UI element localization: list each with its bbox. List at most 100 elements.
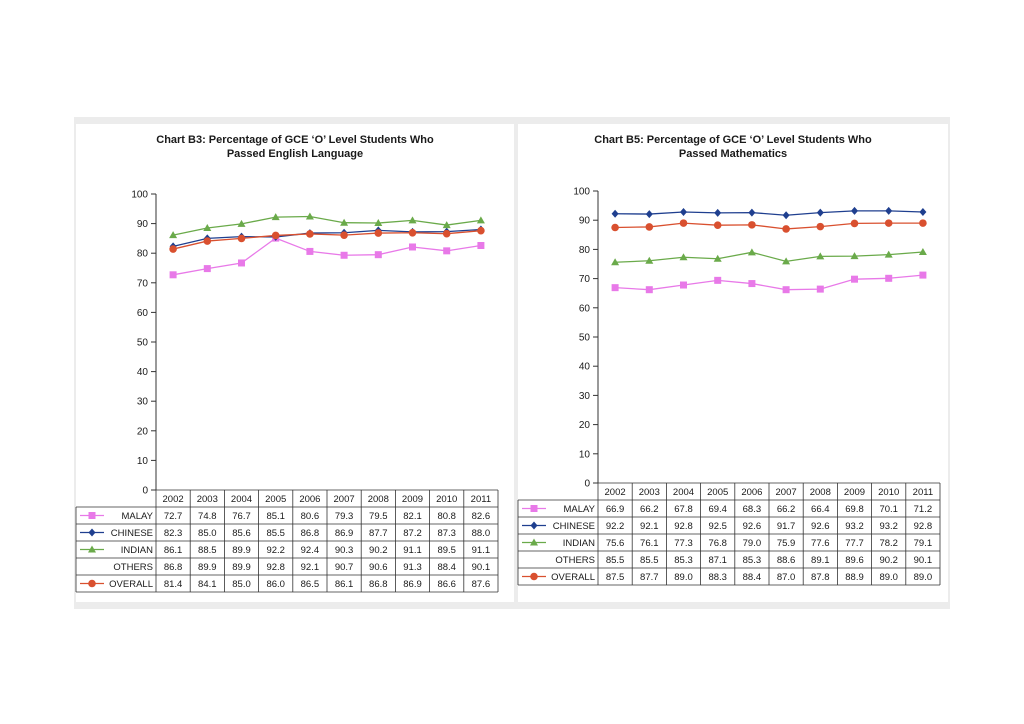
chart-0-others-value-2004: 89.9 bbox=[232, 562, 251, 573]
chart-0-legend-malay-marker bbox=[88, 512, 96, 519]
chart-0-malay-point-2006 bbox=[306, 247, 314, 255]
chart-1-overall-point-2009 bbox=[850, 219, 859, 228]
chart-b3-title-line-1: Chart B3: Percentage of GCE ‘O’ Level St… bbox=[156, 134, 434, 146]
chart-b3-card: Chart B3: Percentage of GCE ‘O’ Level St… bbox=[75, 124, 514, 602]
chart-1-overall-value-2004: 89.0 bbox=[674, 572, 693, 583]
chart-1-malay-point-2009 bbox=[851, 275, 858, 283]
chart-1-x-tick-label-2008: 2008 bbox=[810, 487, 831, 498]
chart-0-x-tick-label-2004: 2004 bbox=[231, 494, 252, 505]
chart-0-overall-value-2005: 86.0 bbox=[266, 579, 285, 590]
chart-1-legend-chinese-marker bbox=[530, 521, 538, 530]
chart-0-indian-value-2004: 89.9 bbox=[232, 545, 251, 556]
chart-1-x-tick-label-2009: 2009 bbox=[844, 487, 865, 498]
chart-0-overall-point-2011 bbox=[477, 226, 485, 235]
chart-0-overall-value-2010: 86.6 bbox=[437, 579, 456, 590]
chart-1-indian-value-2008: 77.6 bbox=[811, 538, 830, 549]
chart-0-overall-value-2003: 84.1 bbox=[198, 579, 217, 590]
chart-1-malay-value-2002: 66.9 bbox=[606, 504, 625, 515]
chart-1-indian-point-2011 bbox=[918, 248, 927, 256]
chart-0-y-tick-label-9: 90 bbox=[137, 219, 149, 230]
chart-1-overall-value-2009: 88.9 bbox=[845, 572, 864, 583]
chart-0-legend-overall-label: OVERALL bbox=[109, 579, 153, 590]
chart-0-malay-value-2006: 80.6 bbox=[301, 511, 320, 522]
chart-1-others-value-2008: 89.1 bbox=[811, 555, 830, 566]
chart-1-indian-value-2004: 77.3 bbox=[674, 538, 693, 549]
chart-1-legend-overall-label: OVERALL bbox=[551, 572, 595, 583]
chart-0-overall-point-2003 bbox=[203, 237, 212, 245]
chart-1-chinese-point-2008 bbox=[816, 208, 824, 217]
chart-0-x-tick-label-2003: 2003 bbox=[197, 494, 218, 505]
chart-0-overall-point-2002 bbox=[169, 245, 177, 253]
chart-1-chinese-value-2011: 92.8 bbox=[914, 521, 933, 532]
chart-1-overall-point-2010 bbox=[884, 219, 893, 227]
chart-b3-svg: 0 10 20 30 40 50 60 70 80 90 100 2002 2003 2004 2005 20… bbox=[75, 190, 499, 593]
chart-0-malay-point-2002 bbox=[169, 271, 177, 279]
chart-1-overall-point-2002 bbox=[611, 223, 619, 232]
chart-1-indian-value-2010: 78.2 bbox=[879, 538, 898, 549]
chart-0-legend-overall-marker bbox=[88, 579, 96, 588]
chart-1-indian-point-2005 bbox=[713, 254, 722, 262]
chart-1-indian-point-2002 bbox=[611, 258, 620, 266]
chart-0-overall-value-2008: 86.8 bbox=[369, 579, 388, 590]
chart-1-y-tick-label-4: 40 bbox=[579, 362, 591, 373]
chart-1-malay-point-2005 bbox=[714, 276, 722, 284]
chart-0-indian-value-2003: 88.5 bbox=[198, 545, 217, 556]
chart-0-x-tick-label-2006: 2006 bbox=[299, 494, 320, 505]
chart-0-malay-value-2010: 80.8 bbox=[437, 511, 456, 522]
chart-0-malay-point-2009 bbox=[409, 243, 416, 251]
chart-0-chinese-value-2005: 85.5 bbox=[266, 528, 285, 539]
chart-1-malay-value-2005: 69.4 bbox=[708, 504, 727, 515]
chart-1-malay-value-2003: 66.2 bbox=[640, 504, 659, 515]
chart-1-chinese-point-2011 bbox=[919, 208, 927, 217]
chart-1-indian-point-2007 bbox=[782, 257, 791, 265]
chart-1-y-tick-label-9: 90 bbox=[579, 216, 591, 227]
chart-0-y-tick-label-3: 30 bbox=[137, 397, 149, 408]
chart-0-overall-point-2006 bbox=[306, 230, 314, 238]
chart-0-indian-value-2002: 86.1 bbox=[164, 545, 183, 556]
chart-0-indian-point-2006 bbox=[305, 212, 314, 220]
chart-1-indian-value-2006: 79.0 bbox=[743, 538, 762, 549]
chart-b5-title-line-1: Chart B5: Percentage of GCE ‘O’ Level St… bbox=[594, 134, 872, 146]
chart-1-overall-point-2006 bbox=[748, 221, 756, 229]
chart-1-overall-value-2006: 88.4 bbox=[743, 572, 762, 583]
chart-0-y-tick-label-7: 70 bbox=[137, 278, 149, 289]
chart-0-malay-value-2009: 82.1 bbox=[403, 511, 422, 522]
chart-1-others-value-2007: 88.6 bbox=[777, 555, 796, 566]
chart-1-malay-value-2004: 67.8 bbox=[674, 504, 693, 515]
chart-0-chinese-value-2003: 85.0 bbox=[198, 528, 217, 539]
chart-0-others-value-2009: 91.3 bbox=[403, 562, 422, 573]
chart-0-malay-value-2004: 76.7 bbox=[232, 511, 251, 522]
chart-0-malay-point-2004 bbox=[238, 259, 245, 267]
chart-1-others-value-2006: 85.3 bbox=[743, 555, 762, 566]
chart-1-malay-value-2006: 68.3 bbox=[743, 504, 762, 515]
chart-1-malay-point-2008 bbox=[816, 285, 824, 293]
chart-1-chinese-point-2004 bbox=[680, 208, 687, 217]
chart-1-malay-point-2010 bbox=[885, 274, 893, 282]
chart-0-indian-point-2005 bbox=[271, 213, 280, 221]
chart-0-overall-point-2008 bbox=[374, 229, 383, 237]
chart-0-legend-malay-label: MALAY bbox=[121, 511, 153, 522]
chart-1-legend-indian-marker bbox=[530, 538, 538, 546]
chart-1-legend-indian-label: INDIAN bbox=[563, 538, 595, 549]
chart-0-others-value-2005: 92.8 bbox=[266, 562, 285, 573]
chart-0-x-tick-label-2007: 2007 bbox=[334, 494, 355, 505]
chart-0-malay-point-2003 bbox=[203, 265, 211, 273]
chart-0-overall-point-2004 bbox=[237, 234, 246, 243]
chart-0-legend-chinese-label: CHINESE bbox=[111, 528, 153, 539]
chart-1-series-chinese-line bbox=[615, 210, 923, 216]
chart-1-legend-overall-marker bbox=[530, 572, 538, 581]
chart-0-indian-value-2005: 92.2 bbox=[266, 545, 285, 556]
chart-0-x-tick-label-2009: 2009 bbox=[402, 494, 423, 505]
chart-1-malay-point-2002 bbox=[611, 284, 619, 292]
chart-0-malay-value-2003: 74.8 bbox=[198, 511, 217, 522]
chart-1-x-tick-label-2007: 2007 bbox=[776, 487, 797, 498]
chart-0-series-overall-line bbox=[172, 230, 481, 250]
chart-1-y-tick-label-10: 100 bbox=[573, 187, 590, 198]
chart-0-legend-indian-label: INDIAN bbox=[121, 545, 153, 556]
chart-0-overall-value-2002: 81.4 bbox=[164, 579, 183, 590]
chart-0-indian-value-2007: 90.3 bbox=[335, 545, 354, 556]
chart-1-indian-point-2003 bbox=[645, 256, 654, 264]
chart-1-series-malay-line bbox=[615, 274, 923, 291]
chart-1-chinese-point-2005 bbox=[714, 208, 722, 217]
chart-0-chinese-value-2004: 85.6 bbox=[232, 528, 251, 539]
